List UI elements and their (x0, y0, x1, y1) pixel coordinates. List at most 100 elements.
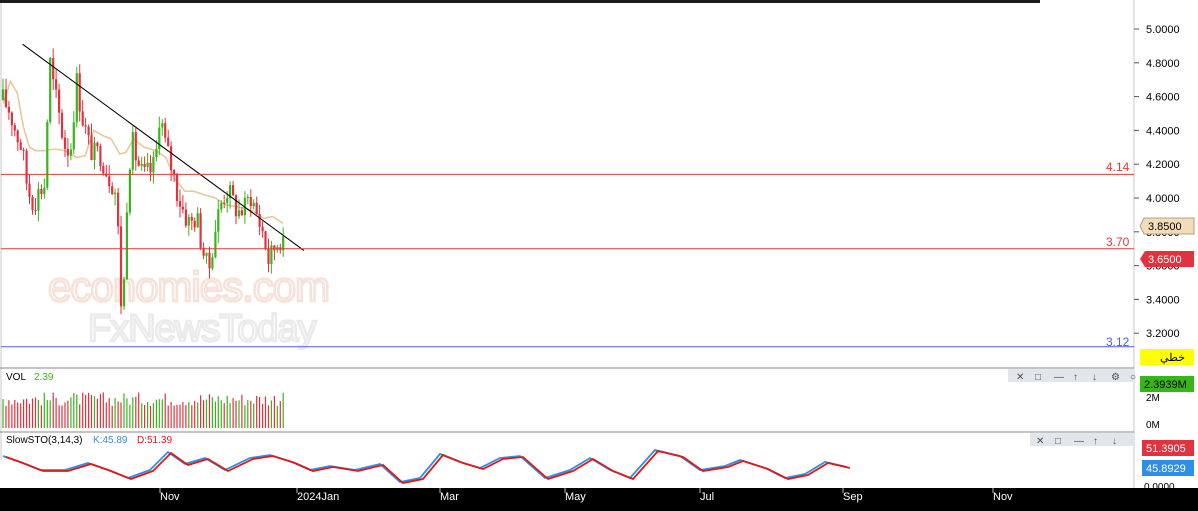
stoch-d-badge-text: 51.3905 (1146, 443, 1186, 455)
descending-trendline[interactable] (22, 43, 305, 251)
candle-body (217, 209, 220, 232)
candle-body (196, 213, 199, 228)
candle-body (43, 187, 46, 195)
candle-body (232, 185, 235, 196)
stoch-k-value: K:45.89 (93, 435, 128, 446)
ma-value-badge: 3.8500 (1139, 217, 1195, 235)
candle-body (40, 189, 43, 195)
candle-body (190, 217, 193, 221)
candle-body (78, 73, 81, 112)
minimize-icon[interactable]: — (1072, 435, 1084, 447)
moving-average-line[interactable] (2, 79, 284, 224)
volume-bar (90, 394, 93, 428)
settings-icon[interactable]: ⚙ (1109, 371, 1121, 383)
volume-axis-top: 2M (1146, 393, 1160, 404)
volume-bar (259, 397, 261, 428)
stoch-axis-bottom: 0.0000 (1144, 482, 1175, 493)
volume-bar (108, 398, 110, 428)
volume-bar (123, 393, 125, 428)
candle-body (229, 185, 232, 198)
candle-body (193, 220, 196, 228)
volume-bar (244, 405, 246, 428)
volume-bar (120, 402, 122, 428)
candle-body (137, 160, 140, 166)
volume-bar (197, 402, 199, 428)
stoch-d-value: D:51.39 (137, 435, 172, 446)
candle-body (111, 186, 114, 195)
volume-bar (273, 396, 275, 428)
candle-body (72, 122, 75, 150)
svg-text:✕: ✕ (1036, 436, 1044, 447)
level-label-3-12: 3.12 (1106, 335, 1130, 349)
stoch-k-badge-text: 45.8929 (1146, 463, 1186, 475)
candle-body (175, 174, 179, 201)
close-icon[interactable]: ✕ (1034, 435, 1046, 447)
candle-body (16, 130, 19, 143)
svg-text:↓: ↓ (1112, 436, 1117, 447)
volume-panel-controls: ✕ □ — ↑ ↓ ⚙ ○ (1014, 371, 1140, 383)
svg-text:○: ○ (1130, 372, 1136, 383)
time-axis (72, 488, 1198, 506)
stoch-d-line[interactable] (5, 449, 851, 484)
candle-body (122, 279, 126, 307)
candle-body (69, 149, 72, 156)
volume-bar (170, 401, 172, 428)
candle-body (226, 198, 229, 203)
volume-bar (28, 403, 31, 428)
move-up-icon[interactable]: ↑ (1091, 435, 1103, 447)
svg-text:□: □ (1035, 372, 1041, 383)
candle-body (119, 226, 123, 307)
volume-bar (17, 402, 19, 428)
volume-bar (226, 395, 228, 428)
volume-panel-toolbar (1008, 369, 1134, 382)
right-axis (1134, 0, 1198, 488)
volume-bar (37, 399, 39, 428)
volume-bar (105, 402, 107, 428)
move-up-icon[interactable]: ↑ (1071, 371, 1083, 383)
volume-bar (31, 398, 34, 428)
volume-bar (203, 400, 205, 428)
candle-body (246, 197, 249, 198)
minimize-icon[interactable]: — (1052, 371, 1064, 383)
candle-body (66, 148, 69, 156)
restore-icon[interactable]: □ (1053, 435, 1065, 447)
volume-bar (220, 400, 222, 428)
volume-bar (267, 405, 270, 428)
stoch-k-line[interactable] (2, 448, 848, 483)
volume-title: VOL (6, 372, 26, 383)
watermark: economies.com FxNewsToday (47, 262, 332, 352)
candle-body (181, 206, 184, 210)
candle-body (220, 202, 223, 210)
close-icon[interactable]: ✕ (1014, 371, 1026, 383)
svg-text:—: — (1054, 372, 1064, 383)
volume-bar (88, 392, 90, 428)
candle-body (267, 249, 270, 264)
volume-bar (55, 398, 57, 428)
move-down-icon[interactable]: ↓ (1090, 371, 1102, 383)
drawing-tool-badge[interactable]: خطي (1140, 349, 1194, 365)
volume-bar (241, 394, 243, 428)
candle-body (258, 214, 261, 227)
candle-body (108, 176, 111, 187)
restore-icon[interactable]: □ (1033, 371, 1045, 383)
candle-body (114, 192, 117, 195)
candle-body (249, 197, 252, 206)
volume-bar (223, 403, 225, 428)
candle-body (223, 202, 226, 204)
time-axis-label: Nov (993, 491, 1013, 503)
candle-body (13, 125, 16, 131)
volume-bar (52, 392, 54, 428)
price-axis-label: 4.2000 (1146, 159, 1180, 171)
candle-body (282, 236, 285, 251)
volume-bar (253, 403, 255, 428)
volume-bar (61, 405, 63, 428)
move-down-icon[interactable]: ↓ (1110, 435, 1122, 447)
volume-bar (141, 403, 143, 428)
candle-body (52, 58, 55, 80)
candle-body (202, 247, 205, 256)
stoch-panel-toolbar (1030, 433, 1134, 446)
more-icon[interactable]: ○ (1128, 371, 1140, 383)
volume-bar (188, 402, 190, 428)
